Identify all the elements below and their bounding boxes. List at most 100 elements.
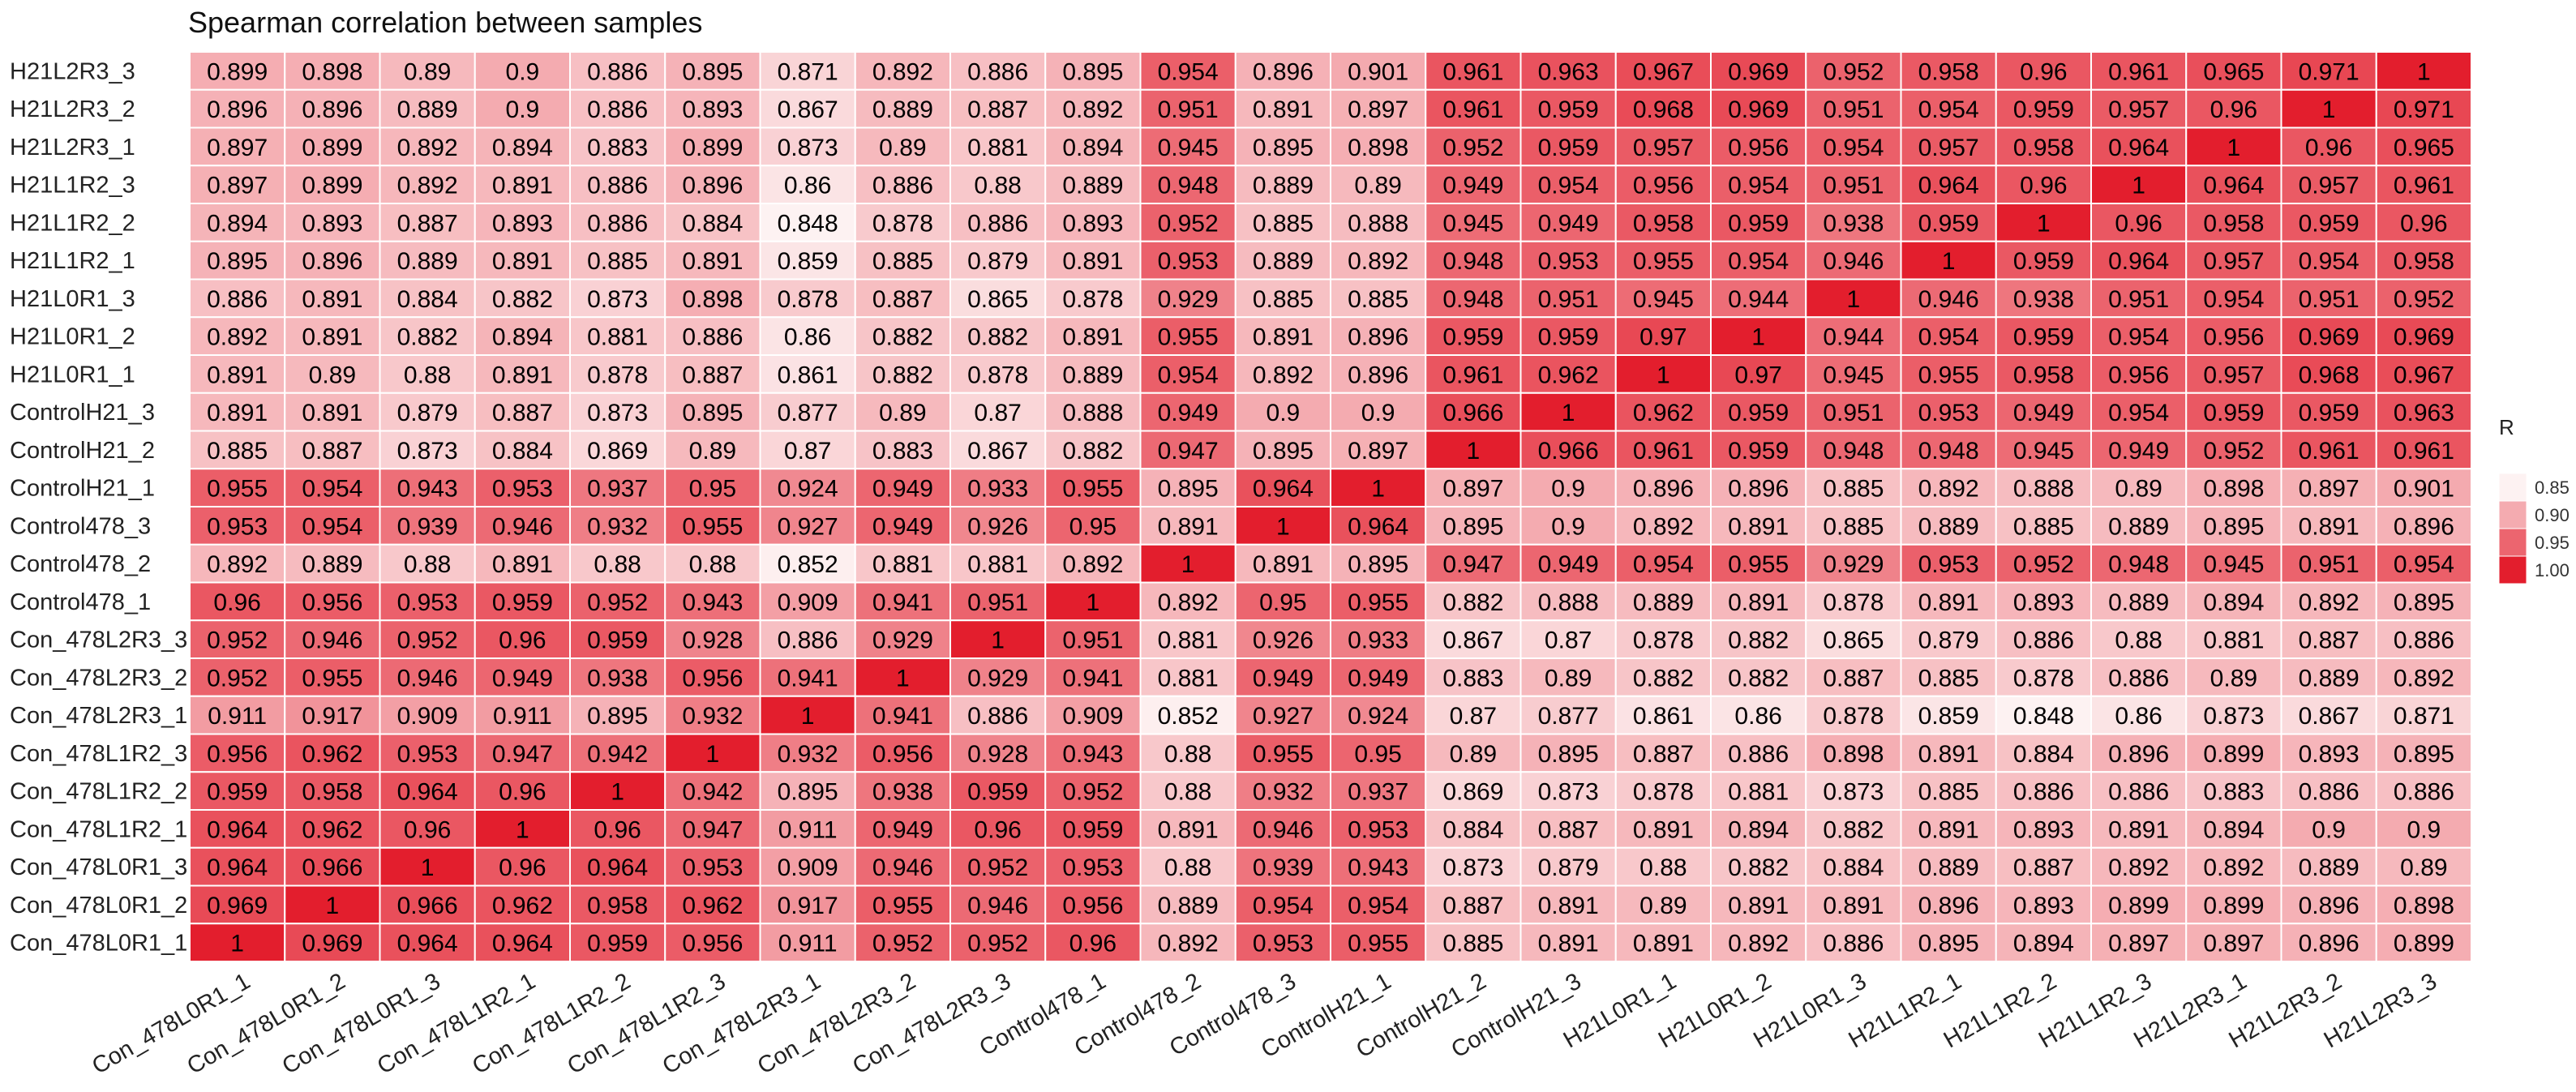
heatmap-cell: [1139, 657, 1237, 697]
cell-value-label: 0.928: [967, 741, 1028, 768]
heatmap-cell: [2185, 771, 2282, 811]
heatmap-cell: [284, 619, 381, 659]
y-tick-label: H21L1R2_3: [10, 173, 135, 199]
legend-tick-label: 1.00: [2535, 560, 2570, 580]
cell-value-label: 0.971: [2299, 58, 2360, 85]
cell-value-label: 0.962: [682, 893, 743, 919]
cell-value-label: 0.961: [2108, 58, 2169, 85]
cell-value-label: 0.887: [397, 210, 458, 237]
cell-value-label: 0.951: [2299, 551, 2360, 578]
cell-value-label: 0.959: [2203, 400, 2264, 426]
cell-value-label: 0.892: [1158, 589, 1219, 616]
heatmap-cell: [189, 165, 286, 204]
cell-value-label: 0.964: [1348, 513, 1408, 540]
cell-value-label: 1: [1371, 476, 1385, 503]
heatmap-cell: [474, 354, 571, 394]
cell-value-label: 0.895: [1253, 135, 1314, 161]
cell-value-label: 0.878: [778, 286, 838, 313]
cell-value-label: 0.889: [397, 248, 458, 275]
legend-swatch: [2498, 528, 2527, 557]
cell-value-label: 0.897: [207, 173, 268, 199]
heatmap-cell: [284, 354, 381, 394]
cell-value-label: 0.89: [1545, 665, 1592, 692]
heatmap-cell: [1710, 278, 1807, 319]
cell-value-label: 0.859: [778, 248, 838, 275]
heatmap-cell: [759, 203, 856, 242]
cell-value-label: 0.954: [2203, 286, 2264, 313]
cell-value-label: 0.848: [2013, 703, 2074, 730]
cell-value-label: 0.954: [1348, 893, 1408, 919]
cell-value-label: 0.894: [492, 324, 553, 351]
cell-value-label: 0.955: [1253, 741, 1314, 768]
cell-value-label: 0.951: [2108, 286, 2169, 313]
cell-value-label: 0.943: [1062, 741, 1123, 768]
heatmap-cell: [2185, 316, 2282, 356]
cell-value-label: 0.884: [682, 210, 743, 237]
cell-value-label: 0.953: [397, 589, 458, 616]
heatmap-cell: [189, 884, 286, 925]
cell-value-label: 0.885: [872, 248, 933, 275]
cell-value-label: 0.955: [1158, 324, 1219, 351]
cell-value-label: 0.897: [207, 135, 268, 161]
cell-value-label: 1: [991, 627, 1005, 654]
cell-value-label: 0.948: [1158, 173, 1219, 199]
cell-value-label: 0.949: [1442, 173, 1503, 199]
cell-value-label: 0.88: [1164, 779, 1211, 806]
heatmap-cell: [1614, 809, 1712, 849]
cell-value-label: 0.949: [872, 513, 933, 540]
cell-value-label: 0.96: [2115, 210, 2162, 237]
cell-value-label: 0.953: [1158, 248, 1219, 275]
cell-value-label: 0.958: [1633, 210, 1694, 237]
cell-value-label: 0.882: [1823, 816, 1884, 843]
cell-value-label: 0.966: [1538, 438, 1599, 465]
cell-value-label: 0.873: [587, 286, 648, 313]
cell-value-label: 0.956: [682, 665, 743, 692]
cell-value-label: 0.963: [1538, 58, 1599, 85]
heatmap-cell: [1710, 354, 1807, 394]
cell-value-label: 0.881: [587, 324, 648, 351]
y-tick-label: Control478_2: [10, 551, 151, 577]
heatmap-cell: [664, 733, 761, 773]
cell-value-label: 0.945: [1823, 362, 1884, 388]
cell-value-label: 0.888: [1348, 210, 1408, 237]
cell-value-label: 0.958: [302, 779, 362, 806]
cell-value-label: 0.953: [1062, 854, 1123, 881]
cell-value-label: 0.878: [1062, 286, 1123, 313]
heatmap-cell: [569, 165, 667, 204]
heatmap-cell: [2375, 733, 2472, 773]
heatmap-cell: [1995, 51, 2092, 91]
heatmap-cell: [2185, 809, 2282, 849]
heatmap-cell: [1710, 392, 1807, 432]
heatmap-cell: [2185, 240, 2282, 280]
cell-value-label: 0.897: [1348, 438, 1408, 465]
cell-value-label: 0.946: [1823, 248, 1884, 275]
cell-value-label: 0.882: [397, 324, 458, 351]
heatmap-cell: [284, 809, 381, 849]
heatmap-cell: [189, 51, 286, 91]
heatmap-cell: [474, 165, 571, 204]
cell-value-label: 0.951: [1823, 400, 1884, 426]
cell-value-label: 0.891: [1918, 741, 1979, 768]
cell-value-label: 0.891: [302, 286, 362, 313]
heatmap-cell: [1995, 884, 2092, 925]
cell-value-label: 0.873: [1538, 779, 1599, 806]
heatmap-cell: [854, 430, 951, 470]
heatmap-cell: [189, 543, 286, 584]
heatmap-cell: [1519, 354, 1617, 394]
cell-value-label: 0.957: [2108, 96, 2169, 123]
cell-value-label: 0.891: [1918, 589, 1979, 616]
heatmap-cell: [1710, 88, 1807, 129]
y-tick-label: Con_478L0R1_2: [10, 893, 187, 919]
x-tick-label: Con_478L2R3_3: [848, 968, 1015, 1079]
cell-value-label: 0.887: [2013, 854, 2074, 881]
cell-value-label: 0.957: [1918, 135, 1979, 161]
cell-value-label: 0.896: [207, 96, 268, 123]
heatmap-cell: [569, 392, 667, 432]
heatmap-cell: [1710, 809, 1807, 849]
cell-value-label: 0.891: [1633, 816, 1694, 843]
heatmap-cell: [379, 809, 476, 849]
heatmap-cell: [1139, 278, 1237, 319]
heatmap-cell: [1044, 923, 1142, 962]
cell-value-label: 0.889: [302, 551, 362, 578]
cell-value-label: 0.949: [1348, 665, 1408, 692]
